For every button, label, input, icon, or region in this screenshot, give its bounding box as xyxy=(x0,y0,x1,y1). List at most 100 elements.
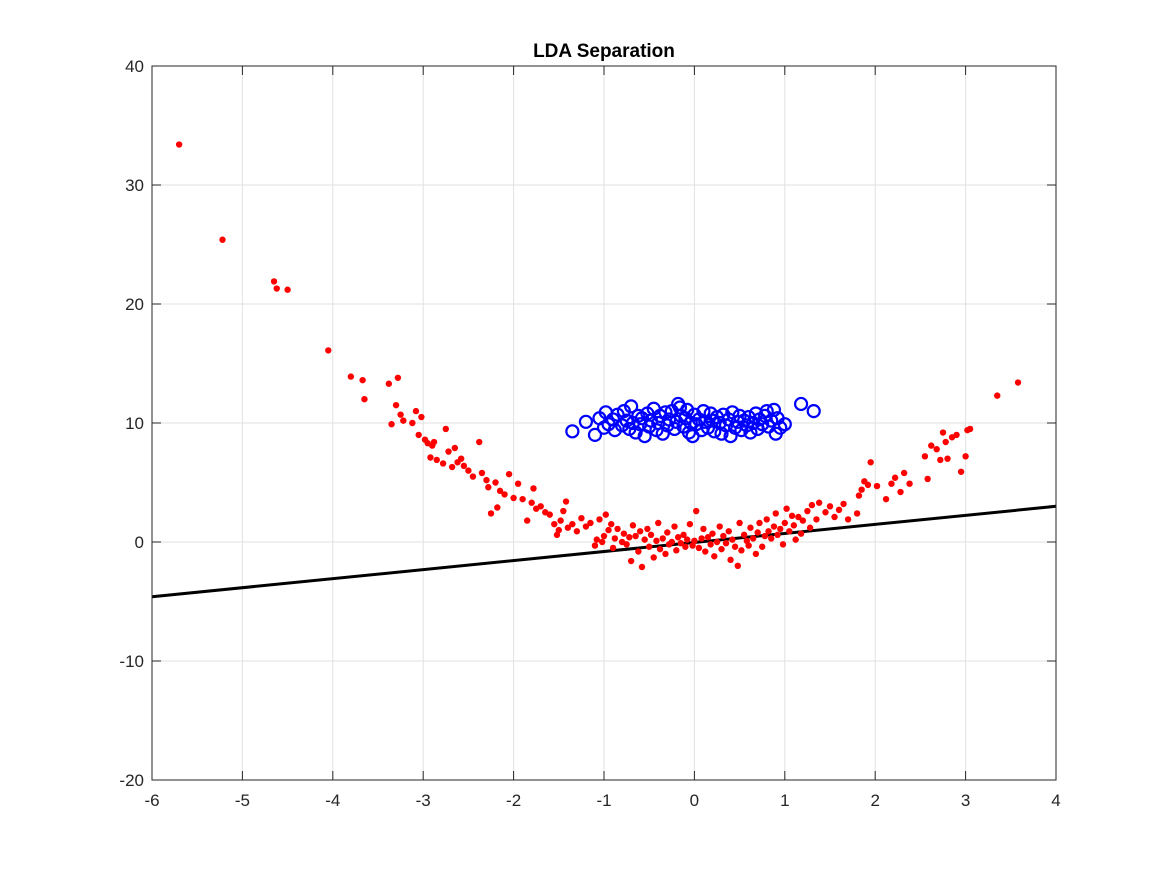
data-point-filled xyxy=(693,507,700,515)
data-point-filled xyxy=(826,503,834,510)
data-point-filled xyxy=(731,543,739,550)
data-point-filled xyxy=(720,532,727,540)
data-point-filled xyxy=(626,534,633,541)
data-point-filled xyxy=(804,507,811,515)
data-point-filled xyxy=(485,484,492,491)
data-point-filled xyxy=(702,548,709,555)
y-tick-label: 40 xyxy=(125,57,144,76)
data-point-filled xyxy=(704,534,712,541)
data-point-filled xyxy=(647,531,655,539)
data-point-filled xyxy=(600,532,608,540)
data-point-filled xyxy=(418,413,425,421)
data-point-filled xyxy=(700,525,707,533)
x-tick-label: -3 xyxy=(416,791,431,810)
data-point-filled xyxy=(888,480,895,487)
data-point-open xyxy=(587,427,603,442)
data-point-filled xyxy=(962,453,969,460)
data-point-filled xyxy=(855,492,863,499)
data-point-filled xyxy=(469,473,477,480)
data-point-filled xyxy=(388,420,395,428)
data-point-filled xyxy=(759,543,766,550)
data-point-filled xyxy=(620,530,628,537)
data-point-filled xyxy=(691,537,698,545)
data-point-filled xyxy=(858,486,865,493)
data-point-filled xyxy=(487,510,495,517)
x-tick-label: -4 xyxy=(325,791,340,810)
data-point-filled xyxy=(677,539,685,547)
data-point-filled xyxy=(638,563,646,571)
data-point-filled xyxy=(433,456,440,464)
data-point-filled xyxy=(822,509,829,516)
data-point-filled xyxy=(478,469,486,477)
data-point-filled xyxy=(795,513,802,521)
data-point-filled xyxy=(593,536,600,543)
data-point-filled xyxy=(483,476,490,484)
data-point-filled xyxy=(686,520,694,528)
data-point-open xyxy=(806,404,821,419)
data-point-filled xyxy=(957,468,965,475)
data-point-filled xyxy=(695,544,703,552)
data-point-filled xyxy=(655,519,662,527)
data-point-filled xyxy=(718,545,725,553)
data-point-filled xyxy=(587,519,594,527)
data-point-filled xyxy=(761,532,769,540)
data-point-filled xyxy=(325,347,332,354)
data-point-filled xyxy=(754,529,761,536)
data-point-filled xyxy=(939,429,947,436)
data-point-filled xyxy=(698,535,705,542)
data-point-filled xyxy=(605,526,612,534)
data-point-filled xyxy=(560,507,567,515)
x-tick-label: -1 xyxy=(596,791,611,810)
data-point-filled xyxy=(627,557,635,565)
data-point-filled xyxy=(582,523,590,530)
data-point-filled xyxy=(900,469,908,477)
data-point-filled xyxy=(284,286,291,293)
data-point-filled xyxy=(808,501,816,509)
data-point-filled xyxy=(921,453,929,460)
data-point-open xyxy=(565,424,580,439)
data-point-filled xyxy=(562,498,570,505)
data-point-filled xyxy=(682,543,689,550)
data-point-filled xyxy=(546,511,553,518)
data-point-filled xyxy=(763,516,770,523)
data-point-filled xyxy=(897,488,904,496)
data-point-open xyxy=(660,418,675,433)
data-point-filled xyxy=(400,417,407,424)
data-point-filled xyxy=(924,475,931,483)
data-point-filled xyxy=(770,523,778,530)
data-point-filled xyxy=(799,517,807,524)
data-point-filled xyxy=(505,470,513,478)
data-point-filled xyxy=(494,504,501,511)
data-point-filled xyxy=(555,526,562,534)
data-point-filled xyxy=(942,438,949,446)
data-point-open xyxy=(683,415,698,431)
data-point-filled xyxy=(668,538,675,546)
data-point-filled xyxy=(944,455,951,462)
data-point-filled xyxy=(653,537,660,545)
data-point-filled xyxy=(891,474,899,481)
data-point-filled xyxy=(609,544,617,552)
data-point-filled xyxy=(519,495,526,503)
data-point-filled xyxy=(781,519,788,527)
data-point-filled xyxy=(537,503,544,510)
data-point-filled xyxy=(867,459,874,466)
x-tick-label: 1 xyxy=(780,791,789,810)
data-point-filled xyxy=(451,444,459,452)
data-point-filled xyxy=(623,541,630,548)
data-point-filled xyxy=(747,524,754,531)
data-point-filled xyxy=(674,534,682,541)
data-point-filled xyxy=(650,554,657,561)
data-point-filled xyxy=(779,541,787,548)
data-point-filled xyxy=(673,547,680,554)
data-point-filled xyxy=(492,479,499,486)
data-point-filled xyxy=(664,529,671,536)
data-point-filled xyxy=(953,431,960,439)
data-point-filled xyxy=(966,425,974,433)
data-point-filled xyxy=(439,460,447,467)
data-point-filled xyxy=(765,528,772,535)
data-point-filled xyxy=(385,380,393,387)
data-point-filled xyxy=(641,536,648,543)
data-point-filled xyxy=(783,505,790,512)
data-point-filled xyxy=(873,482,881,490)
